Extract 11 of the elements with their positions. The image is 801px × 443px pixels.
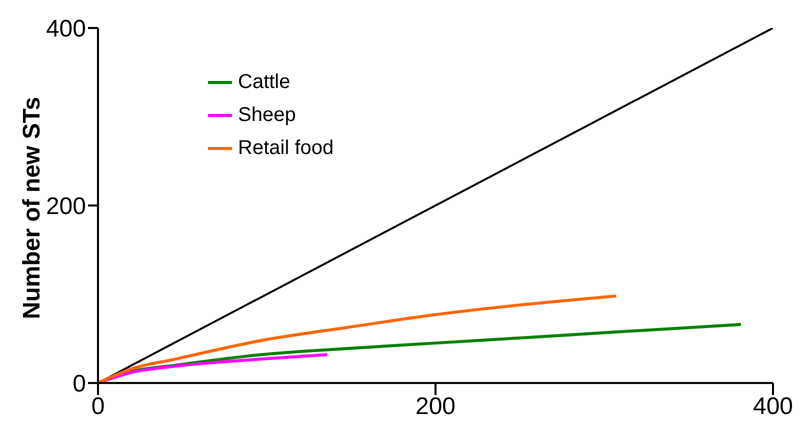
x-tick-label: 0 <box>91 393 105 420</box>
y-tick-label: 400 <box>46 16 86 43</box>
legend-label: Sheep <box>238 103 296 128</box>
legend-label: Cattle <box>238 70 290 95</box>
y-axis-title: Number of new STs <box>18 96 46 320</box>
x-tick-label: 400 <box>752 393 794 420</box>
line-series <box>98 294 618 383</box>
x-tick-label: 200 <box>415 393 456 420</box>
y-tick-label: 0 <box>72 370 86 398</box>
y-tick-label: 200 <box>46 193 86 220</box>
legend-label: Retail food <box>238 136 334 161</box>
